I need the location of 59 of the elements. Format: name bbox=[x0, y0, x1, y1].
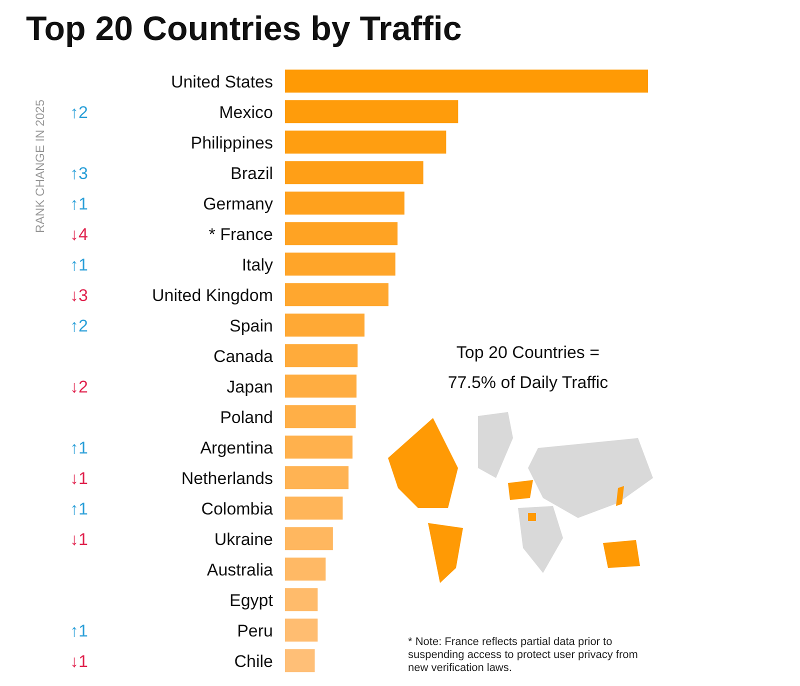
bar bbox=[285, 344, 358, 368]
text: ↓1 bbox=[70, 530, 88, 549]
bar bbox=[285, 588, 318, 612]
annotation: * Note: France reflects partial data prior to suspending access to protect user privacy from new verification laws. bbox=[408, 636, 639, 675]
text: ↑1 bbox=[70, 438, 88, 458]
y-tick-label: Netherlands bbox=[181, 468, 273, 488]
bar bbox=[285, 405, 356, 428]
bar bbox=[285, 130, 446, 154]
bar bbox=[285, 252, 396, 276]
text: ↓1 bbox=[70, 652, 88, 671]
y-tick-label: Germany bbox=[203, 194, 274, 214]
text: ↑3 bbox=[70, 164, 88, 183]
y-tick-label: Egypt bbox=[230, 590, 274, 610]
text: ↑1 bbox=[70, 499, 88, 518]
bar bbox=[285, 314, 364, 337]
text: ↓4 bbox=[70, 224, 88, 244]
bar bbox=[285, 100, 458, 124]
y-tick-label: Australia bbox=[206, 560, 274, 580]
bar bbox=[285, 558, 326, 581]
text: ↓1 bbox=[70, 468, 88, 488]
y-tick-label: United States bbox=[170, 72, 273, 92]
bar bbox=[285, 222, 398, 246]
bar bbox=[285, 649, 315, 672]
y-tick-label: Spain bbox=[230, 316, 273, 336]
text: ↓3 bbox=[70, 286, 88, 305]
y-tick-label: Ukraine bbox=[214, 530, 273, 549]
text: ↑1 bbox=[70, 194, 88, 214]
text: RANK CHANGE IN 2025 bbox=[33, 100, 47, 233]
y-tick-label: * France bbox=[208, 224, 273, 244]
bar bbox=[285, 527, 333, 550]
y-tick-label: Peru bbox=[237, 621, 273, 640]
text: ↓2 bbox=[70, 377, 88, 396]
bar bbox=[285, 466, 349, 490]
bar bbox=[285, 70, 648, 93]
y-tick-label: Italy bbox=[242, 255, 274, 274]
annotation: 77.5% of Daily Traffic bbox=[446, 372, 610, 394]
y-tick-label: Chile bbox=[234, 652, 273, 671]
text: ↑2 bbox=[70, 316, 88, 336]
text: ↑1 bbox=[70, 255, 88, 274]
y-tick-label: Mexico bbox=[219, 102, 273, 122]
y-tick-label: Argentina bbox=[200, 438, 274, 458]
bar bbox=[285, 374, 357, 398]
annotation: Top 20 Countries = bbox=[455, 342, 601, 364]
bar bbox=[285, 192, 404, 215]
bar bbox=[285, 283, 388, 306]
y-tick-label: Philippines bbox=[190, 133, 273, 152]
text: ↑1 bbox=[70, 621, 88, 640]
y-tick-label: Japan bbox=[226, 377, 273, 396]
y-tick-label: Poland bbox=[220, 408, 273, 427]
y-tick-label: United Kingdom bbox=[152, 286, 273, 305]
y-tick-label: Brazil bbox=[230, 164, 273, 183]
bar bbox=[285, 436, 353, 459]
bar bbox=[285, 618, 318, 642]
y-tick-label: Canada bbox=[213, 346, 274, 366]
text: ↑2 bbox=[70, 102, 88, 122]
y-tick-label: Colombia bbox=[201, 499, 274, 518]
chart-title: Top 20 Countries by Traffic bbox=[26, 10, 462, 49]
bar bbox=[285, 496, 343, 520]
bar bbox=[285, 161, 424, 184]
